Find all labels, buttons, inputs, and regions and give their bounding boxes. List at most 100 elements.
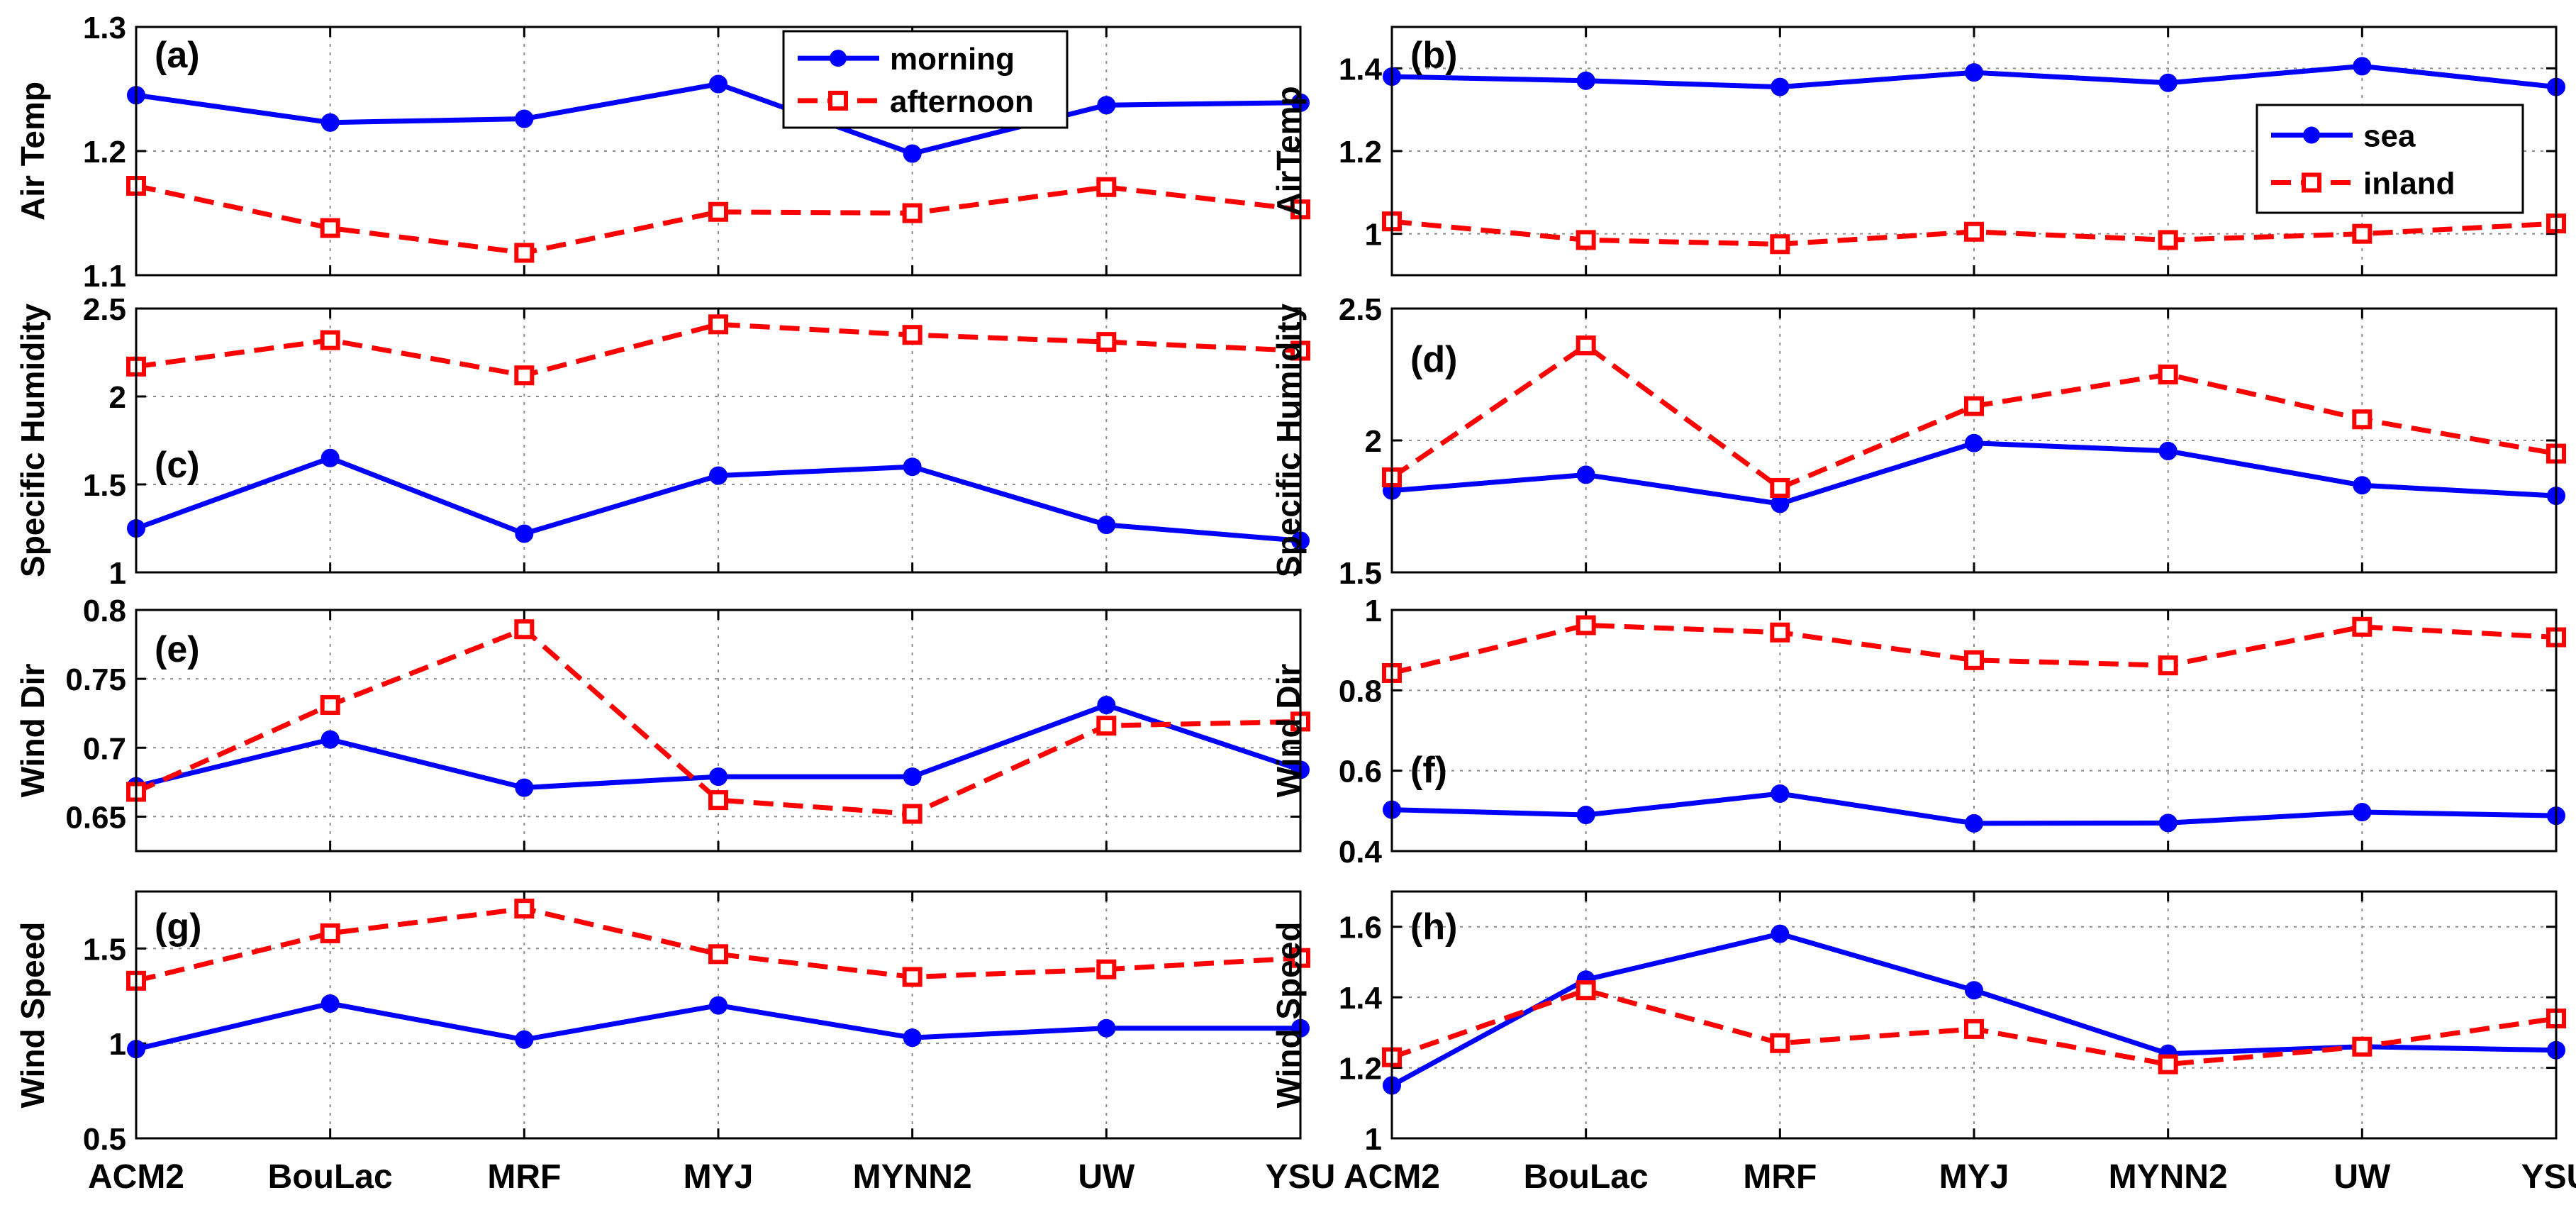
y-axis-label: AirTemp bbox=[1270, 86, 1307, 216]
x-tick-label: BouLac bbox=[268, 1158, 393, 1196]
data-point-sea bbox=[1576, 465, 1595, 484]
x-tick-label: YSU bbox=[2521, 1158, 2576, 1196]
x-tick-label: ACM2 bbox=[1344, 1158, 1440, 1196]
data-point-afternoon bbox=[1096, 177, 1117, 197]
panel-label: (d) bbox=[1410, 339, 1457, 380]
data-point-inland bbox=[1964, 396, 1984, 416]
plot-frame bbox=[1390, 609, 2558, 853]
y-tick-label: 1 bbox=[1365, 1122, 1382, 1157]
y-tick-label: 1.2 bbox=[1339, 1052, 1382, 1087]
data-point-inland bbox=[2352, 223, 2373, 244]
legend-label-inland: inland bbox=[2363, 166, 2455, 201]
y-tick-label: 1 bbox=[1365, 218, 1382, 252]
data-point-sea bbox=[1965, 433, 1983, 452]
data-point-sea bbox=[1771, 924, 1790, 943]
y-tick-label: 0.7 bbox=[83, 731, 126, 766]
y-axis-label: Specific Humidity bbox=[1270, 304, 1307, 577]
data-point-afternoon bbox=[1096, 716, 1117, 736]
y-tick-label: 1.5 bbox=[83, 932, 126, 967]
data-point-morning bbox=[903, 457, 922, 477]
y-tick-label: 1 bbox=[1365, 594, 1382, 628]
data-point-inland bbox=[2158, 655, 2178, 676]
data-point-sea bbox=[2158, 813, 2178, 833]
panel-label: (g) bbox=[155, 906, 201, 948]
data-point-morning bbox=[515, 109, 534, 128]
data-point-afternoon bbox=[320, 218, 340, 238]
data-point-inland bbox=[1770, 1033, 1790, 1053]
y-axis-label: Wind Dir bbox=[1270, 664, 1307, 798]
legend-label-morning: morning bbox=[890, 42, 1015, 77]
data-point-inland bbox=[2352, 616, 2373, 637]
plot-frame bbox=[1390, 307, 2558, 574]
data-point-afternoon bbox=[708, 790, 728, 811]
y-tick-label: 0.8 bbox=[83, 594, 126, 628]
data-point-inland bbox=[2352, 1036, 2373, 1057]
y-axis-label: Wind Speed bbox=[1270, 922, 1307, 1109]
y-tick-label: 1.1 bbox=[83, 259, 126, 294]
y-tick-label: 0.8 bbox=[1339, 674, 1382, 709]
data-point-morning bbox=[1097, 696, 1116, 715]
panel-label: (h) bbox=[1410, 906, 1457, 948]
y-axis-label: Air Temp bbox=[14, 82, 51, 221]
y-tick-label: 2.5 bbox=[83, 292, 126, 327]
data-point-inland bbox=[1770, 622, 1790, 643]
panel-h: 1 1.2 1.4 1.6 (h) Wind Speed ACM2 BouLac MRF MYJ M… bbox=[1270, 890, 2576, 1196]
y-axis-label: Specific Humidity bbox=[14, 304, 51, 577]
y-tick-label: 0.6 bbox=[1339, 755, 1382, 789]
y-tick-label: 2 bbox=[1365, 424, 1382, 459]
data-point-morning bbox=[515, 524, 534, 543]
data-point-morning bbox=[1097, 516, 1116, 535]
data-point-morning bbox=[903, 144, 922, 163]
legend-left: morning afternoon bbox=[782, 30, 1069, 129]
plot-area bbox=[136, 892, 1300, 1138]
data-point-afternoon bbox=[708, 314, 728, 335]
x-tick-label: UW bbox=[2334, 1158, 2391, 1196]
data-point-inland bbox=[1576, 230, 1596, 250]
y-tick-label: 2 bbox=[109, 380, 126, 415]
y-tick-label: 1.2 bbox=[83, 135, 126, 170]
data-point-afternoon bbox=[902, 967, 922, 987]
data-point-sea bbox=[1771, 784, 1790, 803]
plot-area bbox=[1392, 892, 2556, 1138]
data-point-afternoon bbox=[1096, 332, 1117, 352]
data-point-inland bbox=[2352, 409, 2373, 430]
data-point-inland bbox=[1770, 477, 1790, 498]
y-tick-label: 0.65 bbox=[65, 800, 126, 835]
plot-frame bbox=[135, 307, 1302, 574]
data-point-sea bbox=[2353, 476, 2372, 495]
y-tick-label: 1 bbox=[109, 556, 126, 591]
x-tick-label: MYNN2 bbox=[2109, 1158, 2228, 1196]
x-tick-label: MRF bbox=[487, 1158, 561, 1196]
panel-d: 1.5 2 2.5 (d) Specific Humidity bbox=[1270, 292, 2566, 591]
data-point-morning bbox=[515, 778, 534, 797]
panel-label: (c) bbox=[155, 445, 200, 486]
data-point-afternoon bbox=[902, 325, 922, 345]
plot-frame bbox=[135, 890, 1302, 1140]
y-axis-label: Wind Speed bbox=[14, 922, 51, 1109]
data-point-morning bbox=[1097, 1018, 1116, 1038]
data-point-sea bbox=[1965, 813, 1983, 833]
data-point-afternoon bbox=[708, 201, 728, 222]
data-point-afternoon bbox=[320, 923, 340, 943]
x-tick-label: UW bbox=[1078, 1158, 1135, 1196]
panel-e: 0.65 0.7 0.75 0.8 (e) Wind Dir bbox=[14, 594, 1310, 853]
data-point-morning bbox=[320, 730, 340, 749]
data-point-morning bbox=[320, 113, 340, 132]
data-point-afternoon bbox=[320, 695, 340, 716]
data-point-sea bbox=[1965, 63, 1983, 82]
plot-frame bbox=[135, 609, 1302, 853]
data-point-sea bbox=[1771, 77, 1790, 96]
plot-frame bbox=[1390, 26, 2558, 277]
data-point-morning bbox=[320, 448, 340, 467]
data-point-inland bbox=[1964, 1018, 1984, 1039]
data-point-morning bbox=[709, 466, 727, 485]
data-point-inland bbox=[2158, 230, 2178, 250]
y-tick-label: 0.4 bbox=[1339, 835, 1383, 870]
legend-box bbox=[782, 30, 1069, 129]
y-tick-label: 1.5 bbox=[83, 468, 126, 503]
y-tick-label: 0.75 bbox=[65, 662, 126, 697]
y-tick-label: 1.5 bbox=[1339, 556, 1382, 591]
y-tick-label: 1 bbox=[109, 1027, 126, 1062]
